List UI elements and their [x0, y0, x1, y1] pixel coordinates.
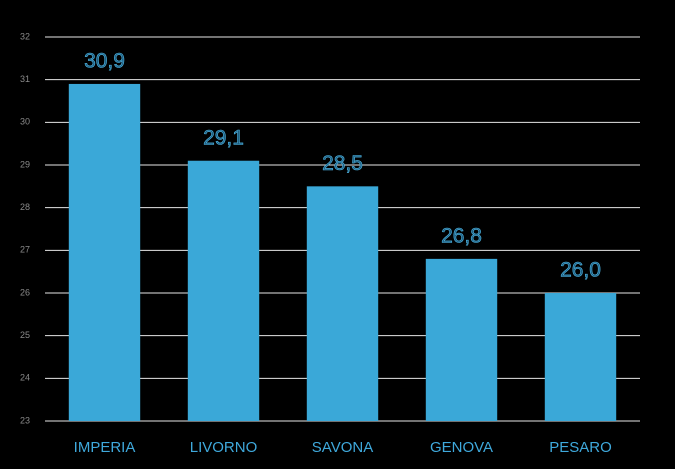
x-tick-label: LIVORNO [190, 439, 258, 456]
value-label: 26,8 [441, 224, 482, 247]
value-label: 30,9 [84, 49, 125, 72]
y-tick-label: 28 [20, 202, 30, 212]
y-tick-label: 31 [20, 74, 30, 84]
bar [425, 258, 498, 421]
y-tick-label: 25 [20, 330, 30, 340]
bar [68, 83, 141, 421]
y-tick-label: 23 [20, 415, 30, 425]
y-tick-label: 32 [20, 31, 30, 41]
value-label: 28,5 [322, 152, 363, 175]
y-tick-label: 26 [20, 287, 30, 297]
x-tick-label: GENOVA [430, 439, 493, 456]
value-label: 29,1 [203, 126, 244, 149]
bar [187, 160, 260, 421]
y-tick-label: 27 [20, 245, 30, 255]
x-tick-label: IMPERIA [74, 439, 136, 456]
x-tick-label: SAVONA [312, 439, 373, 456]
bar [306, 186, 379, 421]
bar [544, 293, 617, 421]
y-tick-label: 30 [20, 117, 30, 127]
y-tick-label: 24 [20, 373, 30, 383]
y-tick-label: 29 [20, 159, 30, 169]
value-label: 26,0 [560, 259, 601, 282]
x-tick-label: PESARO [549, 439, 612, 456]
